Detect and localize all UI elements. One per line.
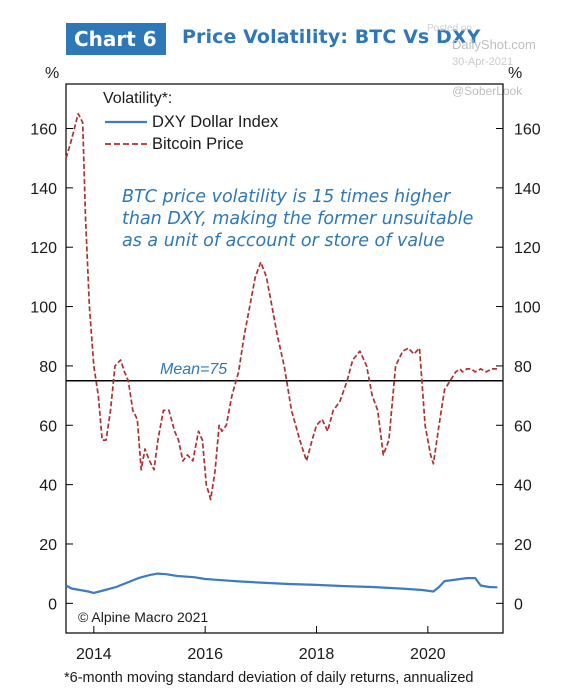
x-tick-label: 2016 xyxy=(187,646,223,663)
source-text: © Alpine Macro 2021 xyxy=(78,609,208,625)
chart-number-badge: Chart 6 xyxy=(66,23,166,55)
watermark-posted: Posted on xyxy=(427,23,473,34)
mean-label: Mean=75 xyxy=(160,361,227,378)
y-axis-label-left: % xyxy=(45,65,59,82)
x-tick-label: 2014 xyxy=(76,646,112,663)
y-tick-label-left: 160 xyxy=(30,122,57,139)
y-tick-label-right: 20 xyxy=(514,537,532,554)
series-line-dxy xyxy=(65,572,498,595)
y-tick-label-left: 60 xyxy=(39,418,57,435)
x-tick-label: 2020 xyxy=(410,646,446,663)
y-tick-label-right: 140 xyxy=(514,181,541,198)
y-tick-label-right: 80 xyxy=(514,359,532,376)
y-tick-label-right: 100 xyxy=(514,300,541,317)
y-tick-label-left: 120 xyxy=(30,240,57,257)
y-tick-label-left: 40 xyxy=(39,478,57,495)
x-tick-label: 2018 xyxy=(299,646,335,663)
footnote: *6-month moving standard deviation of da… xyxy=(64,670,474,686)
annotation-line: than DXY, making the former unsuitable xyxy=(122,209,473,229)
y-tick-label-right: 40 xyxy=(514,478,532,495)
plot-frame xyxy=(65,83,504,634)
series-line-bitcoin-price xyxy=(65,112,500,501)
legend-entry: Bitcoin Price xyxy=(152,135,244,153)
y-tick-label-left: 140 xyxy=(30,181,57,198)
watermark-date: 30-Apr-2021 xyxy=(452,56,514,68)
legend-entry: DXY Dollar Index xyxy=(152,113,279,131)
y-tick-label-left: 20 xyxy=(39,537,57,554)
annotation-text: BTC price volatility is 15 times higher t… xyxy=(122,187,473,251)
y-tick-label-left: 100 xyxy=(30,300,57,317)
annotation-line: BTC price volatility is 15 times higher xyxy=(122,187,452,207)
y-tick-label-right: 120 xyxy=(514,240,541,257)
y-tick-label-right: 0 xyxy=(514,596,523,613)
y-tick-label-right: 160 xyxy=(514,122,541,139)
watermark-handle: @SoberLook xyxy=(452,84,523,98)
y-tick-label-right: 60 xyxy=(514,418,532,435)
chart-title: Price Volatility: BTC Vs DXY xyxy=(182,26,481,48)
annotation-line: as a unit of account or store of value xyxy=(122,231,445,251)
y-tick-label-left: 0 xyxy=(48,596,57,613)
watermark-site: DailyShot.com xyxy=(452,37,536,52)
legend-title: Volatility*: xyxy=(103,90,172,107)
y-tick-label-left: 80 xyxy=(39,359,57,376)
y-axis-label-right: % xyxy=(508,65,522,82)
